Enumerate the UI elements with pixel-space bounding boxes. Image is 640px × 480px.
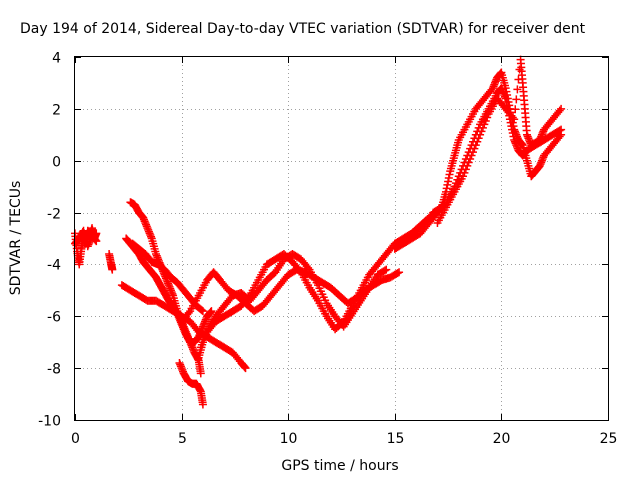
y-tick-label: -2 bbox=[47, 207, 61, 223]
series-8 bbox=[175, 358, 207, 409]
data-point bbox=[460, 168, 469, 177]
x-tick-label: 25 bbox=[600, 431, 618, 447]
chart-title: Day 194 of 2014, Sidereal Day-to-day VTE… bbox=[20, 21, 586, 37]
data-point bbox=[393, 269, 402, 278]
data-point bbox=[197, 306, 206, 315]
series-3 bbox=[105, 250, 117, 274]
data-point bbox=[108, 265, 117, 274]
data-point bbox=[555, 132, 564, 141]
series-14 bbox=[433, 55, 566, 227]
x-tick-label: 15 bbox=[387, 431, 405, 447]
y-tick-label: 0 bbox=[52, 155, 61, 171]
series-7 bbox=[128, 239, 207, 316]
series-13 bbox=[429, 68, 566, 217]
data-point bbox=[207, 307, 216, 316]
data-point bbox=[474, 134, 483, 143]
data-point bbox=[295, 266, 304, 275]
data-point bbox=[395, 268, 404, 277]
y-tick-label: -4 bbox=[47, 258, 61, 274]
x-tick-labels: 0 5 10 15 20 25 bbox=[71, 431, 617, 447]
data-point bbox=[513, 85, 522, 94]
data-point bbox=[468, 148, 477, 157]
data-point bbox=[555, 106, 564, 115]
data-points bbox=[71, 55, 566, 409]
data-point bbox=[477, 127, 486, 136]
data-point bbox=[557, 130, 566, 139]
y-tick-label: -10 bbox=[38, 414, 61, 430]
x-tick-label: 5 bbox=[178, 431, 187, 447]
data-point bbox=[512, 95, 521, 104]
data-point bbox=[557, 104, 566, 113]
data-point bbox=[380, 266, 389, 275]
y-axis-label: SDTVAR / TECUs bbox=[8, 181, 24, 296]
data-point bbox=[508, 113, 517, 122]
data-point bbox=[478, 123, 487, 132]
data-point bbox=[471, 141, 480, 150]
data-point bbox=[92, 237, 101, 246]
y-tick-label: 2 bbox=[52, 103, 61, 119]
data-point bbox=[461, 165, 470, 174]
data-point bbox=[476, 130, 485, 139]
data-point bbox=[198, 400, 207, 409]
data-point bbox=[184, 308, 193, 317]
y-tick-label: -6 bbox=[47, 310, 61, 326]
data-point bbox=[92, 229, 101, 238]
x-tick-label: 0 bbox=[71, 431, 80, 447]
data-point bbox=[473, 137, 482, 146]
data-point bbox=[511, 105, 520, 114]
data-point bbox=[198, 307, 207, 316]
data-point bbox=[241, 364, 250, 373]
data-point bbox=[459, 172, 468, 181]
series-11 bbox=[196, 208, 442, 352]
data-point bbox=[304, 263, 313, 272]
data-point bbox=[464, 158, 473, 167]
y-tick-labels: -10 -8 -6 -4 -2 0 2 4 bbox=[38, 51, 61, 430]
data-point bbox=[382, 265, 391, 274]
data-point bbox=[467, 151, 476, 160]
x-tick-label: 20 bbox=[493, 431, 511, 447]
x-tick-label: 10 bbox=[280, 431, 298, 447]
data-point bbox=[481, 116, 490, 125]
y-tick-label: 4 bbox=[52, 51, 61, 67]
series-10 bbox=[194, 250, 391, 362]
plot-frame bbox=[74, 56, 609, 421]
data-point bbox=[244, 293, 253, 302]
y-tick-label: -8 bbox=[47, 362, 61, 378]
data-point bbox=[483, 113, 492, 122]
data-point bbox=[510, 115, 519, 124]
data-point bbox=[480, 120, 489, 129]
data-point bbox=[470, 144, 479, 153]
data-point bbox=[196, 369, 205, 378]
x-axis-label: GPS time / hours bbox=[281, 458, 398, 474]
data-point bbox=[463, 161, 472, 170]
data-point bbox=[466, 154, 475, 163]
